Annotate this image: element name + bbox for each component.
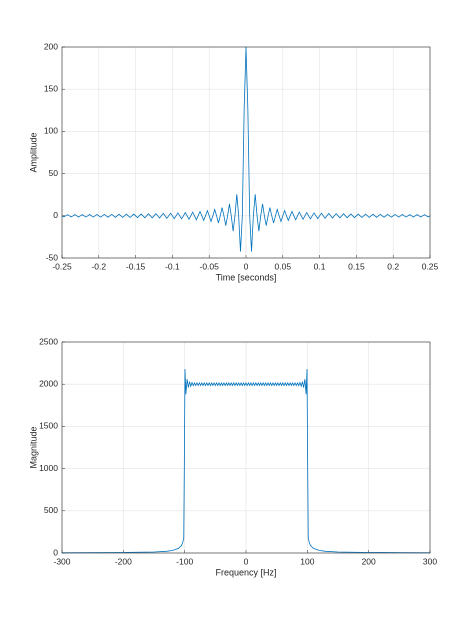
x-tick-label: 0 (244, 261, 249, 271)
y-tick-label: 150 (44, 83, 58, 93)
y-tick-label: 0 (53, 547, 58, 557)
y-axis-label: Magnitude (28, 426, 38, 468)
x-tick-label: 0.25 (422, 261, 439, 271)
x-tick-label: 0.15 (348, 261, 365, 271)
x-tick-label: 0.1 (314, 261, 326, 271)
x-tick-label: -100 (176, 556, 193, 566)
x-tick-label: -0.2 (91, 261, 106, 271)
x-tick-label: -200 (115, 556, 132, 566)
x-tick-label: 300 (423, 556, 437, 566)
y-tick-label: 2500 (39, 336, 58, 346)
x-tick-label: 0.2 (387, 261, 399, 271)
x-tick-label: -0.1 (165, 261, 180, 271)
y-tick-label: -50 (46, 252, 59, 262)
x-tick-label: 100 (300, 556, 314, 566)
data-line (61, 368, 431, 554)
y-tick-label: 1500 (39, 421, 58, 431)
x-tick-label: -0.15 (126, 261, 146, 271)
x-axis-label: Time [seconds] (216, 272, 277, 282)
x-tick-label: -300 (53, 556, 70, 566)
y-tick-label: 500 (44, 505, 58, 515)
y-tick-label: 2000 (39, 378, 58, 388)
y-tick-label: 200 (44, 41, 58, 51)
y-tick-label: 100 (44, 126, 58, 136)
x-tick-label: 0 (244, 556, 249, 566)
x-tick-label: 0.05 (275, 261, 292, 271)
axes-box (61, 341, 431, 554)
x-tick-label: -0.05 (200, 261, 220, 271)
axes-box (61, 46, 431, 259)
y-tick-label: 1000 (39, 463, 58, 473)
y-tick-label: 50 (49, 168, 59, 178)
x-axis-label: Frequency [Hz] (215, 567, 276, 577)
y-tick-label: 0 (53, 210, 58, 220)
x-tick-label: -0.25 (52, 261, 72, 271)
x-tick-label: 200 (362, 556, 376, 566)
y-axis-label: Amplitude (28, 132, 38, 172)
